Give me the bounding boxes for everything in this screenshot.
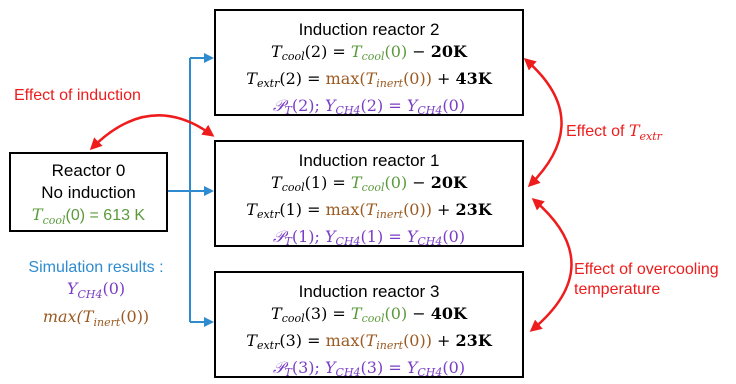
induction-reactor-2-box: Induction reactor 2 Tcool(2) = Tcool(0) … — [214, 9, 524, 117]
arrow-effect-overcooling — [529, 198, 573, 332]
simulation-results-block: Simulation results : YCH4(0) max(Tinert(… — [8, 258, 184, 334]
reactor-0-subtitle: No induction — [41, 183, 136, 202]
arrow-effect-induction — [89, 114, 215, 151]
reactor-3-tcool-eq: Tcool(3) = Tcool(0) − 40K — [271, 304, 467, 325]
effect-of-textr-label: Effect of Textr — [566, 121, 662, 144]
reactor-2-tcool-eq: Tcool(2) = Tcool(0) − 20K — [271, 42, 467, 63]
induction-reactor-3-box: Induction reactor 3 Tcool(3) = Tcool(0) … — [214, 271, 524, 379]
simulation-results-title: Simulation results : — [28, 259, 164, 276]
effect-of-overcooling-label: Effect of overcooling temperature — [574, 261, 719, 298]
reactor-0-title: Reactor 0 — [51, 161, 126, 180]
reactor-0-box: Reactor 0 No induction Tcool(0) = 613 K — [9, 152, 168, 232]
reactor-2-pt-eq: 𝒫T(2); YCH4(2) = YCH4(0) — [272, 96, 466, 117]
simulation-result-ych4: YCH4(0) — [66, 279, 126, 302]
effect-of-induction-label: Effect of induction — [14, 87, 141, 104]
reactor-2-textr-eq: Textr(2) = max(Tinert(0)) + 43K — [246, 69, 492, 90]
reactor-1-pt-eq: 𝒫T(1); YCH4(1) = YCH4(0) — [272, 227, 466, 248]
reactor-1-title: Induction reactor 1 — [298, 151, 440, 170]
reactor-3-textr-eq: Textr(3) = max(Tinert(0)) + 23K — [246, 331, 492, 352]
arrow-effect-textr — [523, 58, 563, 188]
simulation-result-max-tinert: max(Tinert(0)) — [42, 307, 150, 330]
red-effect-arrows — [89, 58, 573, 332]
reactor-1-textr-eq: Textr(1) = max(Tinert(0)) + 23K — [246, 200, 492, 221]
induction-reactor-1-box: Induction reactor 1 Tcool(1) = Tcool(0) … — [214, 140, 524, 248]
reactor-3-pt-eq: 𝒫T(3); YCH4(3) = YCH4(0) — [272, 358, 466, 379]
reactor-2-title: Induction reactor 2 — [298, 20, 440, 39]
reactor-0-tcool: Tcool(0) = 613 K — [31, 205, 146, 228]
reactor-3-title: Induction reactor 3 — [298, 282, 440, 301]
reactor-1-tcool-eq: Tcool(1) = Tcool(0) − 20K — [271, 173, 467, 194]
blue-flow-arrows — [168, 58, 212, 327]
